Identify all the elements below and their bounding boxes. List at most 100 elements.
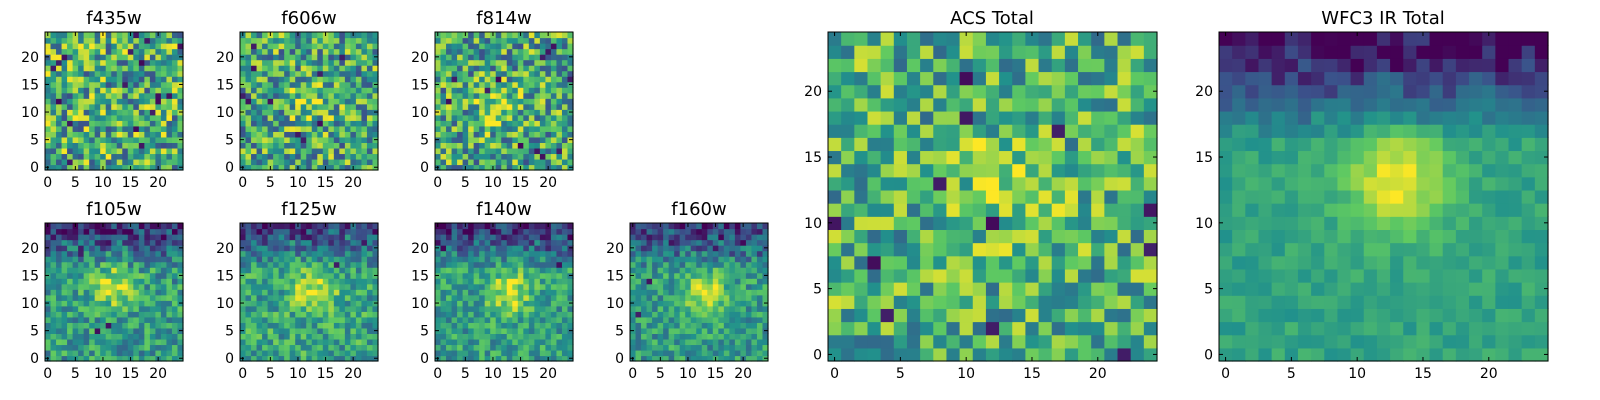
heatmap-cell <box>512 355 519 362</box>
heatmap-cell <box>89 103 96 110</box>
heatmap-cell <box>893 163 908 178</box>
heatmap-cell <box>278 114 285 121</box>
heatmap-cell <box>322 142 329 149</box>
heatmap-cell <box>240 311 247 318</box>
heatmap-cell <box>50 333 57 340</box>
heatmap-cell <box>446 256 453 263</box>
heatmap-cell <box>528 267 535 274</box>
heatmap-cell <box>138 76 145 83</box>
heatmap-cell <box>506 311 513 318</box>
heatmap-cell <box>561 158 569 166</box>
heatmap-cell <box>155 245 162 252</box>
heatmap-cell <box>468 153 475 160</box>
heatmap-cell <box>45 59 52 66</box>
heatmap-cell <box>685 333 692 340</box>
heatmap-cells-f125w <box>240 223 379 362</box>
heatmap-cell <box>339 81 346 88</box>
heatmap-cell <box>745 322 753 329</box>
heatmap-cell <box>462 142 469 149</box>
heatmap-cell <box>284 272 291 279</box>
heatmap-cell <box>652 267 659 274</box>
heatmap-cell <box>344 153 351 160</box>
heatmap-cell <box>122 349 129 357</box>
heatmap-cell <box>284 316 291 323</box>
heatmap-cell <box>473 98 480 105</box>
heatmap-cell <box>344 239 351 246</box>
heatmap-cell <box>512 59 519 66</box>
heatmap-cell <box>762 344 769 351</box>
heatmap-cell <box>171 316 179 323</box>
heatmap-cell <box>668 294 675 301</box>
heatmap-cell <box>278 153 285 160</box>
heatmap-cell <box>262 223 269 230</box>
heatmap-cell <box>78 349 85 357</box>
heatmap-cell <box>273 283 280 290</box>
heatmap-cell <box>83 65 90 72</box>
heatmap-cell <box>56 136 63 143</box>
heatmap-cell <box>479 54 486 61</box>
heatmap-cell <box>745 278 753 285</box>
heatmap-cell <box>339 327 346 334</box>
heatmap-cell <box>256 103 263 110</box>
heatmap-cell <box>506 223 513 230</box>
heatmap-cell <box>45 147 52 155</box>
heatmap-cell <box>300 65 307 72</box>
heatmap-cell <box>322 158 329 166</box>
heatmap-cell <box>127 239 134 246</box>
heatmap-cell <box>512 223 519 230</box>
heatmap-cell <box>517 147 524 155</box>
heatmap-cell <box>361 131 368 138</box>
heatmap-cell <box>641 272 648 279</box>
heatmap-cell <box>273 136 280 143</box>
heatmap-cell <box>457 316 464 323</box>
heatmap-cell <box>278 158 285 166</box>
heatmap-cell <box>160 234 168 241</box>
heatmap-cell <box>723 261 730 268</box>
heatmap-cell <box>652 250 659 257</box>
heatmap-cell <box>339 228 346 235</box>
heatmap-cell <box>501 65 508 72</box>
heatmap-cell <box>528 109 535 116</box>
heatmap-cell <box>946 203 961 217</box>
heatmap-cell <box>933 255 948 270</box>
heatmap-cell <box>567 256 574 263</box>
heatmap-cell <box>679 228 686 235</box>
heatmap-cell <box>177 32 184 39</box>
heatmap-cell <box>550 70 558 77</box>
heatmap-cell <box>668 322 675 329</box>
heatmap-cell <box>539 59 546 66</box>
heatmap-cell <box>166 234 173 241</box>
heatmap-cell <box>149 261 156 268</box>
heatmap-cell <box>284 294 291 301</box>
heatmap-cell <box>45 142 52 149</box>
heatmap-cell <box>490 239 497 246</box>
heatmap-cell <box>149 355 156 362</box>
heatmap-cell <box>171 261 179 268</box>
heatmap-cell <box>333 300 340 307</box>
heatmap-cell <box>256 289 263 296</box>
heatmap-cell <box>273 223 280 230</box>
heatmap-cell <box>490 245 497 252</box>
heatmap-cell <box>545 48 552 55</box>
heatmap-cell <box>1091 189 1105 204</box>
heatmap-cell <box>933 308 948 323</box>
heatmap-cell <box>457 48 464 55</box>
heatmap-cell <box>1064 347 1079 362</box>
heatmap-cell <box>685 327 692 334</box>
heatmap-cell <box>479 322 486 329</box>
heatmap-cell <box>300 289 307 296</box>
heatmap-cell <box>674 294 681 301</box>
heatmap-cell <box>561 164 569 171</box>
heatmap-cell <box>89 59 96 66</box>
heatmap-cell <box>1117 282 1132 296</box>
axes-frame-f814w <box>434 31 574 171</box>
heatmap-cell <box>344 305 351 312</box>
heatmap-cell <box>479 239 486 246</box>
heatmap-cell <box>83 283 90 290</box>
heatmap-cell <box>317 81 324 88</box>
heatmap-cell <box>273 125 280 132</box>
heatmap-cell <box>245 65 252 72</box>
heatmap-cell <box>567 153 574 160</box>
heatmap-cell <box>295 147 302 155</box>
